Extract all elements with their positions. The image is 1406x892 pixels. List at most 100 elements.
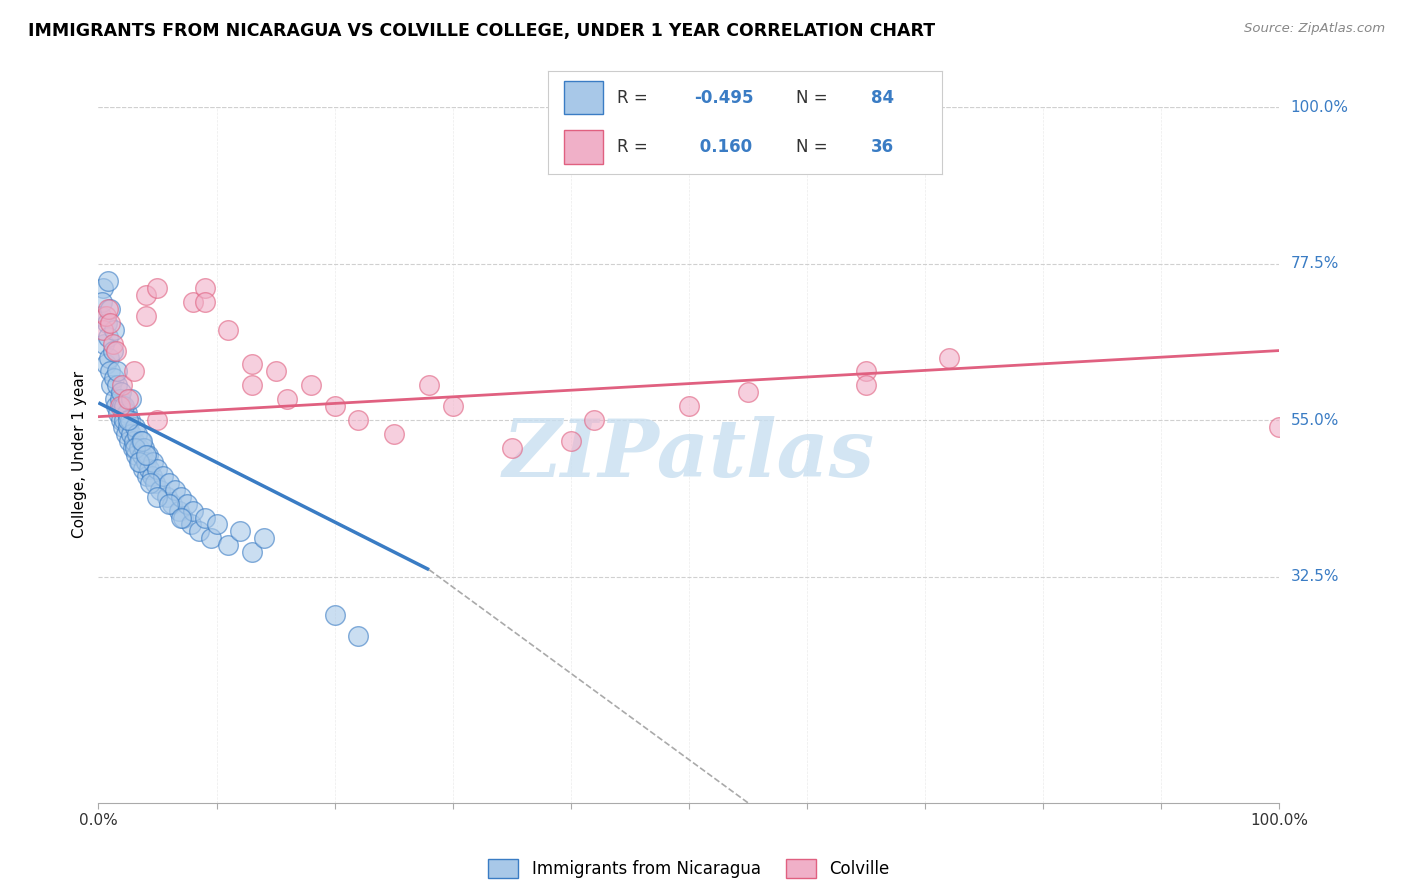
Point (94, 358, 117, 372)
Point (240, 545, 263, 559)
Point (200, 532, 222, 546)
Point (122, 434, 145, 448)
Point (135, 455, 157, 469)
Point (101, 336, 124, 351)
Point (441, 399, 464, 413)
Legend: Immigrants from Nicaragua, Colville: Immigrants from Nicaragua, Colville (482, 853, 896, 885)
Point (124, 420, 146, 434)
Point (135, 309, 157, 323)
Point (125, 448, 148, 462)
Point (418, 378, 440, 392)
Point (217, 538, 239, 552)
Point (121, 427, 143, 442)
Point (181, 294, 204, 309)
Point (128, 455, 150, 469)
Point (264, 364, 287, 378)
Point (149, 483, 172, 497)
Point (146, 490, 169, 504)
Point (276, 392, 298, 407)
Point (141, 468, 163, 483)
Point (170, 510, 193, 524)
Point (139, 475, 162, 490)
Point (112, 420, 135, 434)
Text: N =: N = (796, 137, 834, 156)
Point (323, 399, 346, 413)
Point (176, 497, 198, 511)
Point (121, 392, 143, 407)
Point (124, 441, 146, 455)
Point (170, 490, 193, 504)
Point (855, 378, 877, 392)
Point (97, 301, 120, 316)
Point (131, 434, 153, 448)
Point (114, 427, 136, 442)
Text: 55.0%: 55.0% (1291, 413, 1339, 427)
Point (240, 378, 263, 392)
Point (94, 309, 117, 323)
Point (131, 448, 153, 462)
Point (97, 274, 120, 288)
Point (240, 358, 263, 372)
Point (117, 420, 139, 434)
Point (157, 475, 180, 490)
Point (90, 309, 112, 323)
Point (134, 441, 156, 455)
Point (194, 294, 217, 309)
Point (205, 517, 228, 532)
Point (129, 434, 152, 448)
Point (104, 392, 127, 407)
Text: R =: R = (617, 88, 654, 106)
Point (105, 378, 128, 392)
Point (101, 343, 124, 358)
Point (127, 427, 149, 442)
Point (678, 399, 700, 413)
Y-axis label: College, Under 1 year: College, Under 1 year (72, 371, 87, 539)
Point (253, 532, 276, 546)
Point (98, 316, 121, 330)
Text: IMMIGRANTS FROM NICARAGUA VS COLVILLE COLLEGE, UNDER 1 YEAR CORRELATION CHART: IMMIGRANTS FROM NICARAGUA VS COLVILLE CO… (28, 22, 935, 40)
Point (98, 351, 121, 365)
Point (323, 607, 346, 622)
Point (98, 364, 121, 378)
Point (146, 413, 169, 427)
Text: 32.5%: 32.5% (1291, 569, 1339, 584)
Point (138, 462, 160, 476)
Point (112, 413, 135, 427)
Point (121, 441, 143, 455)
Point (165, 483, 187, 497)
Point (97, 329, 120, 343)
Point (91, 294, 114, 309)
Point (136, 448, 159, 462)
Point (347, 629, 370, 643)
Point (112, 399, 135, 413)
Point (855, 364, 877, 378)
Point (96, 316, 118, 330)
Text: 0.160: 0.160 (695, 137, 752, 156)
Point (128, 441, 150, 455)
Point (122, 364, 145, 378)
Point (118, 434, 141, 448)
Point (91, 281, 114, 295)
Point (152, 468, 174, 483)
Point (1268, 420, 1291, 434)
Point (135, 448, 157, 462)
Point (156, 490, 179, 504)
Point (135, 288, 157, 302)
Point (91, 323, 114, 337)
Text: R =: R = (617, 137, 654, 156)
Text: Source: ZipAtlas.com: Source: ZipAtlas.com (1244, 22, 1385, 36)
Point (120, 413, 142, 427)
Point (128, 455, 150, 469)
Text: ZIPatlas: ZIPatlas (503, 417, 875, 493)
Point (132, 462, 155, 476)
Text: 77.5%: 77.5% (1291, 256, 1339, 271)
Point (737, 385, 759, 400)
Point (111, 378, 134, 392)
Point (583, 413, 606, 427)
Point (172, 510, 194, 524)
Point (107, 406, 129, 420)
Point (938, 351, 960, 365)
Point (93, 336, 115, 351)
Point (108, 399, 131, 413)
Point (110, 385, 132, 400)
